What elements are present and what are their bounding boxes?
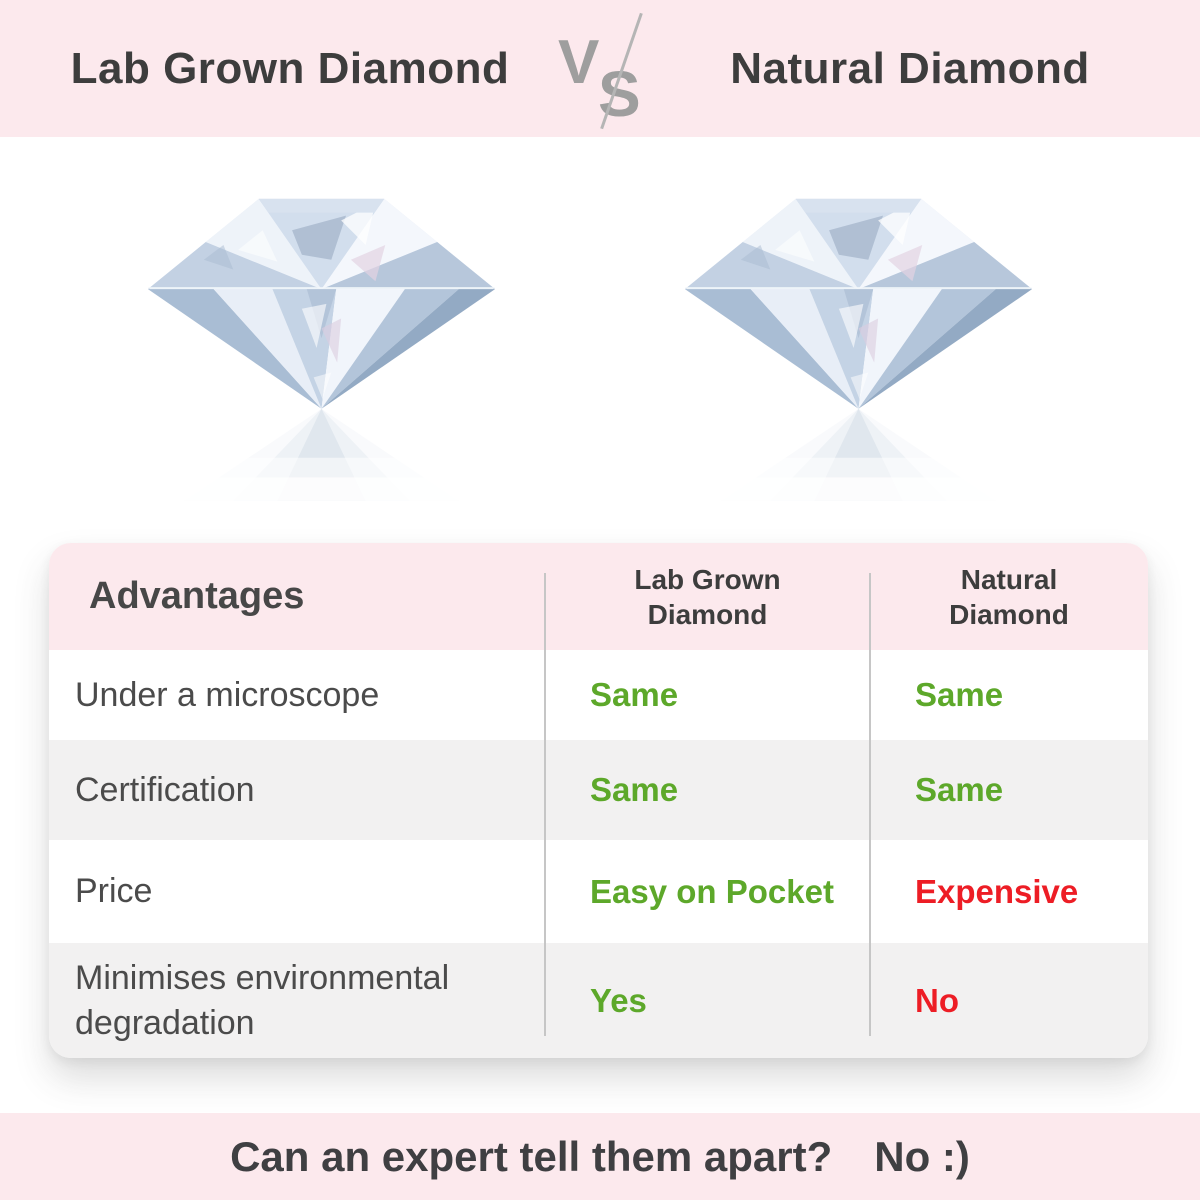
top-banner: Lab Grown Diamond V S Natural Diamond [0,0,1200,137]
natural-value: No [915,981,959,1019]
column-header-lab-grown: Lab Grown Diamond [545,562,870,632]
vs-letter-v: V [558,28,600,97]
footer-question: Can an expert tell them apart? [230,1132,833,1180]
column-header-natural: Natural Diamond [870,562,1148,632]
lab-value: Same [590,676,679,713]
advantages-title: Advantages [89,575,305,617]
lab-grown-diamond-icon [145,190,498,502]
natural-value: Same [915,676,1004,713]
title-lab-grown: Lab Grown Diamond [70,43,510,93]
natural-value: Same [915,771,1004,808]
comparison-card: Advantages Lab Grown Diamond Natural Dia… [49,543,1148,1058]
vs-badge: V S [552,8,648,133]
column-header-natural-line2: Diamond [949,598,1069,630]
lab-value: Same [590,771,679,808]
row-label: Price [75,872,153,911]
footer-banner: Can an expert tell them apart? No :) [0,1113,1200,1200]
natural-diamond-icon [682,190,1035,502]
table-row-environment: Minimises environmental degradation Yes … [49,943,1148,1058]
column-header-natural-line1: Natural [960,563,1058,595]
row-label: Certification [75,770,255,809]
lab-value: Easy on Pocket [590,872,834,910]
table-row-price: Price Easy on Pocket Expensive [49,840,1148,943]
title-natural: Natural Diamond [730,43,1090,93]
table-row-certification: Certification Same Same [49,740,1148,840]
column-divider-1 [544,573,546,1036]
column-header-lab-line1: Lab Grown [634,563,781,595]
natural-value: Expensive [915,872,1079,910]
card-header: Advantages Lab Grown Diamond Natural Dia… [49,543,1148,650]
row-label: Minimises environmental degradation [75,959,450,1042]
row-label: Under a microscope [75,675,380,714]
table-row-microscope: Under a microscope Same Same [49,650,1148,740]
footer-answer: No :) [874,1132,970,1180]
column-divider-2 [869,573,871,1036]
lab-value: Yes [590,981,647,1019]
column-header-lab-line2: Diamond [647,598,768,630]
